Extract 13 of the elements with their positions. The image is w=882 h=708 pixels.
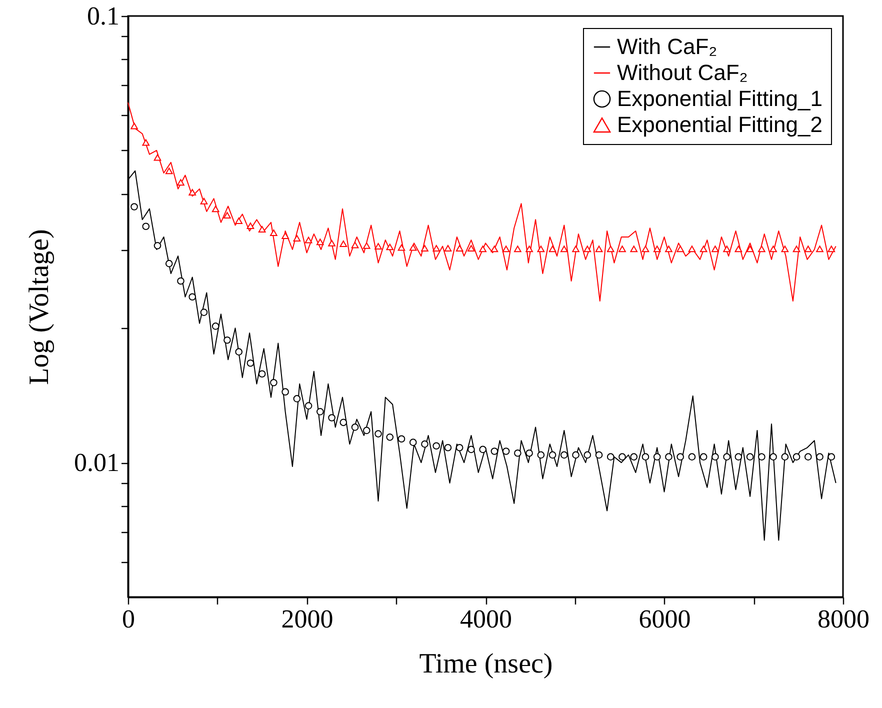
legend-label: Exponential Fitting_2 <box>617 112 822 137</box>
x-tick-label: 6000 <box>638 604 691 634</box>
y-tick-label: 0.01 <box>74 448 120 478</box>
legend-label: With CaF₂ <box>617 34 718 59</box>
x-axis-title: Time (nsec) <box>419 648 553 680</box>
x-tick-label: 2000 <box>281 604 334 634</box>
y-tick-label: 0.1 <box>87 2 120 30</box>
legend-label: Without CaF₂ <box>617 60 748 85</box>
legend-label: Exponential Fitting_1 <box>617 86 822 111</box>
x-tick-label: 0 <box>122 604 135 634</box>
x-tick-label: 4000 <box>460 604 512 634</box>
y-axis-title: Log (Voltage) <box>24 229 55 385</box>
x-tick-label: 8000 <box>818 604 870 634</box>
